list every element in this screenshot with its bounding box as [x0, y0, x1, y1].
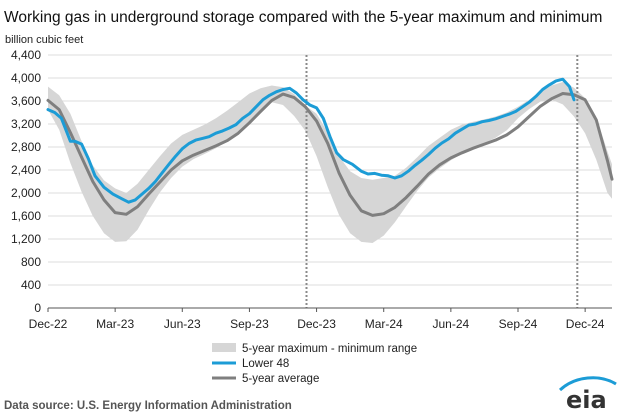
y-tick-label: 1,200: [11, 232, 41, 246]
y-tick-label: 1,600: [11, 209, 41, 223]
y-axis-unit: billion cubic feet: [5, 34, 83, 46]
series-line-5yr-average: [46, 92, 614, 217]
series-layer: [46, 77, 614, 217]
y-tick-label: 4,000: [11, 71, 41, 85]
y-tick-label: 3,600: [11, 94, 41, 108]
eia-logo: eia: [558, 376, 617, 414]
y-tick-label: 2,800: [11, 140, 41, 154]
x-tick-label: Sep-24: [499, 317, 538, 331]
legend-label-5yr-avg: 5-year average: [242, 373, 319, 385]
x-tick-label: Dec-23: [297, 317, 336, 331]
y-tick-label: 3,200: [11, 117, 41, 131]
x-tick-label: Dec-24: [566, 317, 605, 331]
y-tick-label: 2,000: [11, 186, 41, 200]
x-tick-label: Jun-24: [433, 317, 470, 331]
y-tick-label: 0: [34, 301, 41, 315]
x-tick-label: Dec-22: [29, 317, 68, 331]
range-band: [48, 82, 612, 243]
chart-title: Working gas in underground storage compa…: [4, 9, 602, 26]
x-tick-label: Mar-24: [365, 317, 403, 331]
legend: 5-year maximum - minimum range Lower 48 …: [212, 343, 417, 385]
y-tick-label: 4,400: [11, 48, 41, 62]
logo-text: eia: [566, 386, 607, 414]
series-line-lower48: [46, 77, 576, 204]
legend-label-range: 5-year maximum - minimum range: [242, 343, 417, 355]
x-tick-label: Sep-23: [230, 317, 269, 331]
logo-arc: [558, 376, 617, 392]
y-tick-label: 800: [21, 255, 41, 269]
legend-label-lower48: Lower 48: [242, 358, 289, 370]
data-source: Data source: U.S. Energy Information Adm…: [4, 400, 292, 412]
y-tick-label: 400: [21, 278, 41, 292]
legend-swatch-range: [212, 343, 236, 352]
y-tick-label: 2,400: [11, 163, 41, 177]
range-band-layer: [48, 82, 612, 243]
axes: 0 400 800 1,200 1,600 2,000 2,400 2,800 3,200 3,6…: [11, 48, 612, 331]
x-tick-label: Mar-23: [96, 317, 134, 331]
x-tick-label: Jun-23: [164, 317, 201, 331]
